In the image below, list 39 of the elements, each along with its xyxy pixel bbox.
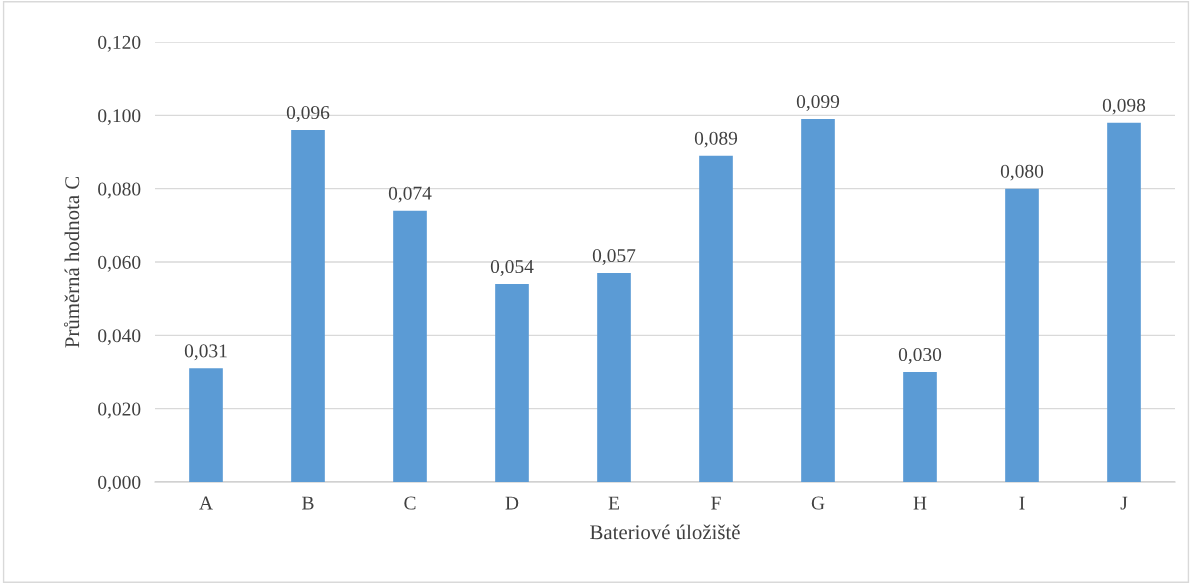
bar [1107, 122, 1141, 482]
y-tick-label: 0,040 [98, 329, 141, 346]
data-label: 0,096 [286, 105, 330, 122]
y-tick-label: 0,120 [98, 35, 141, 52]
data-label: 0,074 [388, 186, 432, 203]
bar [291, 130, 325, 482]
x-tick-label: I [1019, 496, 1025, 510]
bar [597, 273, 631, 482]
x-axis-title: Bateriové úložiště [590, 524, 740, 540]
y-tick-label: 0,060 [98, 255, 141, 272]
data-label: 0,057 [592, 248, 636, 265]
y-tick-label: 0,080 [98, 182, 141, 199]
data-label: 0,030 [898, 347, 942, 364]
data-label: 0,054 [490, 259, 534, 276]
x-tick-label: A [199, 496, 213, 510]
y-tick-label: 0,100 [98, 109, 141, 126]
x-tick-label: C [404, 496, 416, 510]
bar [189, 368, 223, 482]
x-tick-label: H [913, 496, 927, 510]
data-label: 0,031 [184, 344, 227, 361]
bar [903, 372, 937, 482]
x-tick-label: D [505, 496, 519, 510]
y-axis-title: Průměrná hodnota C [63, 176, 80, 348]
x-tick-label: E [608, 496, 619, 510]
data-label: 0,098 [1102, 98, 1146, 115]
data-label: 0,089 [694, 131, 738, 148]
bar [801, 119, 835, 482]
bar [1005, 188, 1039, 482]
data-label: 0,099 [796, 94, 840, 111]
bar [495, 284, 529, 482]
x-tick-label: F [711, 496, 721, 510]
x-tick-label: B [302, 496, 314, 510]
bar [393, 210, 427, 482]
x-tick-label: G [811, 496, 825, 510]
bar [699, 155, 733, 482]
y-tick-label: 0,020 [98, 402, 141, 419]
x-tick-label: J [1120, 496, 1128, 510]
data-label: 0,080 [1000, 164, 1044, 181]
y-tick-label: 0,000 [98, 475, 141, 492]
